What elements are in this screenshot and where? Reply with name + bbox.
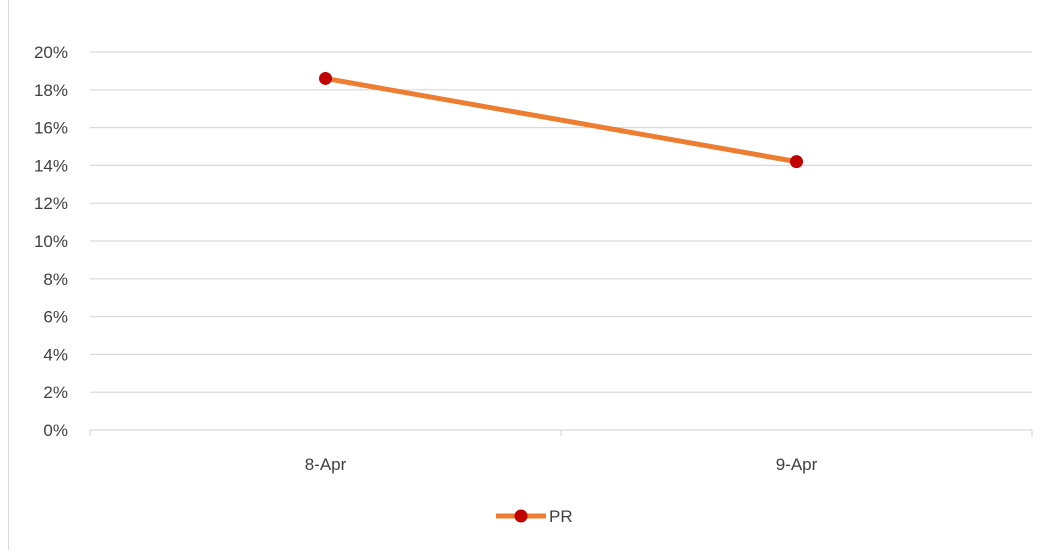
series [319,71,803,169]
y-tick-label: 20% [34,43,68,62]
y-tick-label: 12% [34,194,68,213]
data-point [319,71,332,85]
series-line-pr [323,75,799,165]
y-tick-label: 8% [43,270,68,289]
gridlines [90,51,1032,393]
legend-label: PR [549,507,573,526]
y-tick-labels: 0% 2% 4% 6% 8% 10% 12% 14% 16% 18% 20% [34,43,68,440]
data-point [790,155,803,169]
x-tick-label: 8-Apr [305,455,347,474]
y-tick-label: 6% [43,308,68,327]
y-tick-label: 16% [34,119,68,138]
y-tick-label: 10% [34,232,68,251]
y-tick-label: 18% [34,81,68,100]
legend: PR [496,507,573,526]
y-tick-label: 4% [43,345,68,364]
y-tick-label: 0% [43,421,68,440]
x-tick-label: 9-Apr [776,455,818,474]
chart-left-border [8,0,9,550]
x-tick-labels: 8-Apr 9-Apr [305,455,818,474]
legend-marker-swatch [514,509,528,523]
y-tick-label: 2% [43,383,68,402]
axes [89,429,1033,436]
y-tick-label: 14% [34,156,68,175]
